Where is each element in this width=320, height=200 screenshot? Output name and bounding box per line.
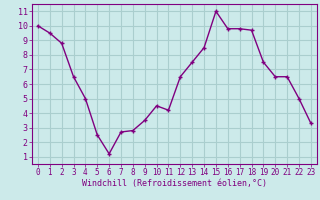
X-axis label: Windchill (Refroidissement éolien,°C): Windchill (Refroidissement éolien,°C) [82, 179, 267, 188]
